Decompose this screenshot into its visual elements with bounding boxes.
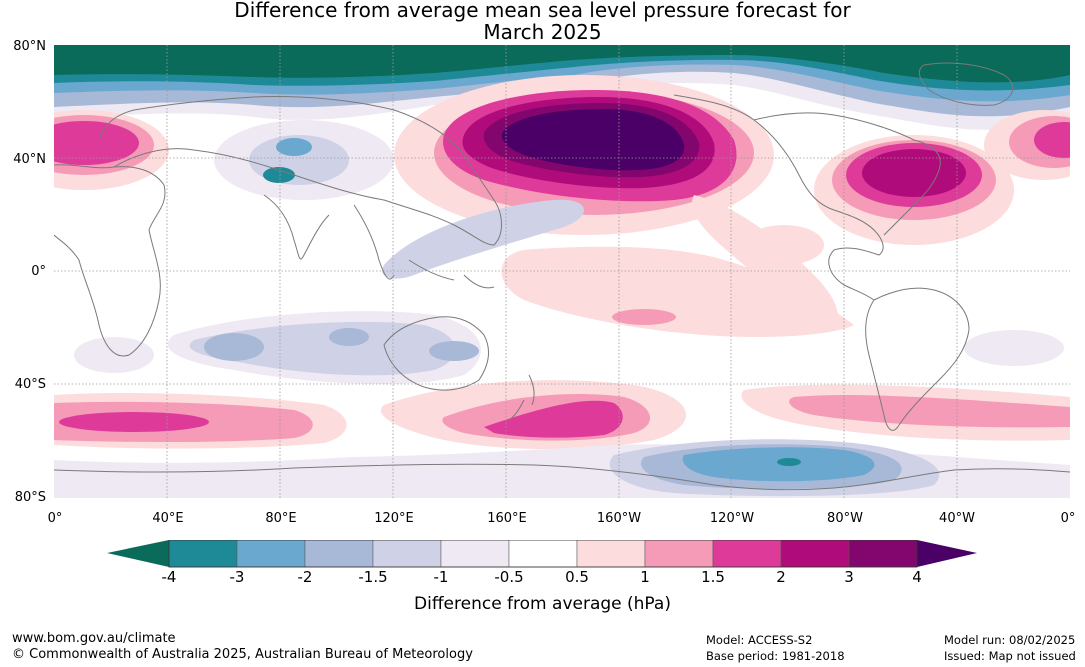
lon-label-40w: 40°W [939, 511, 975, 526]
lon-label-40e: 40°E [152, 511, 184, 526]
lat-label-40n: 40°N [13, 152, 46, 167]
coast-eurasia [98, 96, 502, 246]
coast-antarctica [54, 463, 1070, 491]
colorbar-cell [508, 540, 578, 568]
colorbar-cell [780, 540, 850, 568]
colorbar-cell [236, 540, 306, 568]
colorbar-cell [848, 540, 918, 568]
lon-label-0: 0° [47, 511, 63, 526]
north-atlantic-positive-anomaly [814, 135, 1014, 245]
colorbar-tick: 1.5 [701, 568, 725, 586]
colorbar-cell [644, 540, 714, 568]
colorbar-cell [576, 540, 646, 568]
colorbar-cell [304, 540, 374, 568]
coast-new-zealand [508, 374, 535, 421]
southern-midlatitude-positive-anomaly [54, 380, 1070, 450]
lon-label-80w: 80°W [827, 511, 863, 526]
colorbar-tick: -1 [433, 568, 449, 586]
lat-label-80n: 80°N [13, 39, 46, 54]
coast-north-america [673, 94, 941, 301]
colorbar-tick: -2 [297, 568, 313, 586]
central-asia-negative-anomaly [214, 120, 394, 200]
colorbar-arrow-max [917, 540, 977, 567]
coast-australia [383, 316, 490, 391]
colorbar-tick: 4 [912, 568, 922, 586]
coast-greenland [918, 62, 1014, 106]
lat-label-equator: 0° [31, 264, 46, 279]
lon-label-120e: 120°E [374, 511, 414, 526]
colorbar-cell [712, 540, 782, 568]
footer-model-run: Model run: 08/02/2025 [944, 633, 1076, 647]
colorbar-tick: 3 [844, 568, 854, 586]
footer-copyright: © Commonwealth of Australia 2025, Austra… [12, 647, 473, 662]
colorbar-cell [440, 540, 510, 568]
colorbar-arrow-min [107, 540, 169, 567]
footer-model: Model: ACCESS-S2 [706, 633, 813, 647]
lon-label-160w: 160°W [596, 511, 642, 526]
lon-label-0-east: 0° [1060, 511, 1076, 526]
colorbar-tick: -3 [229, 568, 245, 586]
map-title-line-2: March 2025 [483, 20, 602, 44]
europe-positive-anomaly [54, 110, 1070, 190]
lon-label-120w: 120°W [709, 511, 755, 526]
coastlines [54, 62, 1070, 491]
colorbar-tick: -4 [161, 568, 177, 586]
colorbar-tick: -1.5 [358, 568, 388, 586]
colorbar-cell [372, 540, 442, 568]
lat-label-80s: 80°S [14, 490, 46, 505]
footer-base-period: Base period: 1981-2018 [706, 649, 845, 663]
colorbar-tick: 1 [640, 568, 650, 586]
lat-label-40s: 40°S [14, 377, 46, 392]
colorbar-label: Difference from average (hPa) [414, 594, 671, 614]
pressure-anomaly-map [54, 45, 1070, 498]
footer-website: www.bom.gov.au/climate [12, 631, 176, 646]
coast-india [263, 194, 330, 260]
lon-label-80e: 80°E [265, 511, 297, 526]
graticule [54, 45, 1070, 498]
colorbar-cells [168, 540, 918, 568]
colorbar-cell [168, 540, 238, 568]
coast-africa [54, 164, 166, 357]
map-title-line-1: Difference from average mean sea level p… [234, 0, 851, 22]
coast-south-america [865, 287, 970, 431]
tropical-anomalies [382, 195, 1064, 366]
coast-southeast-asia [353, 204, 495, 289]
colorbar-tick: 2 [776, 568, 786, 586]
indian-ocean-negative-anomaly [74, 311, 481, 385]
colorbar [107, 540, 977, 568]
colorbar-tick: -0.5 [494, 568, 524, 586]
north-pacific-positive-anomaly [394, 75, 774, 235]
map-canvas [54, 45, 1070, 498]
colorbar-tick: 0.5 [565, 568, 589, 586]
lon-label-160e: 160°E [487, 511, 527, 526]
footer-issued: Issued: Map not issued [944, 649, 1076, 663]
